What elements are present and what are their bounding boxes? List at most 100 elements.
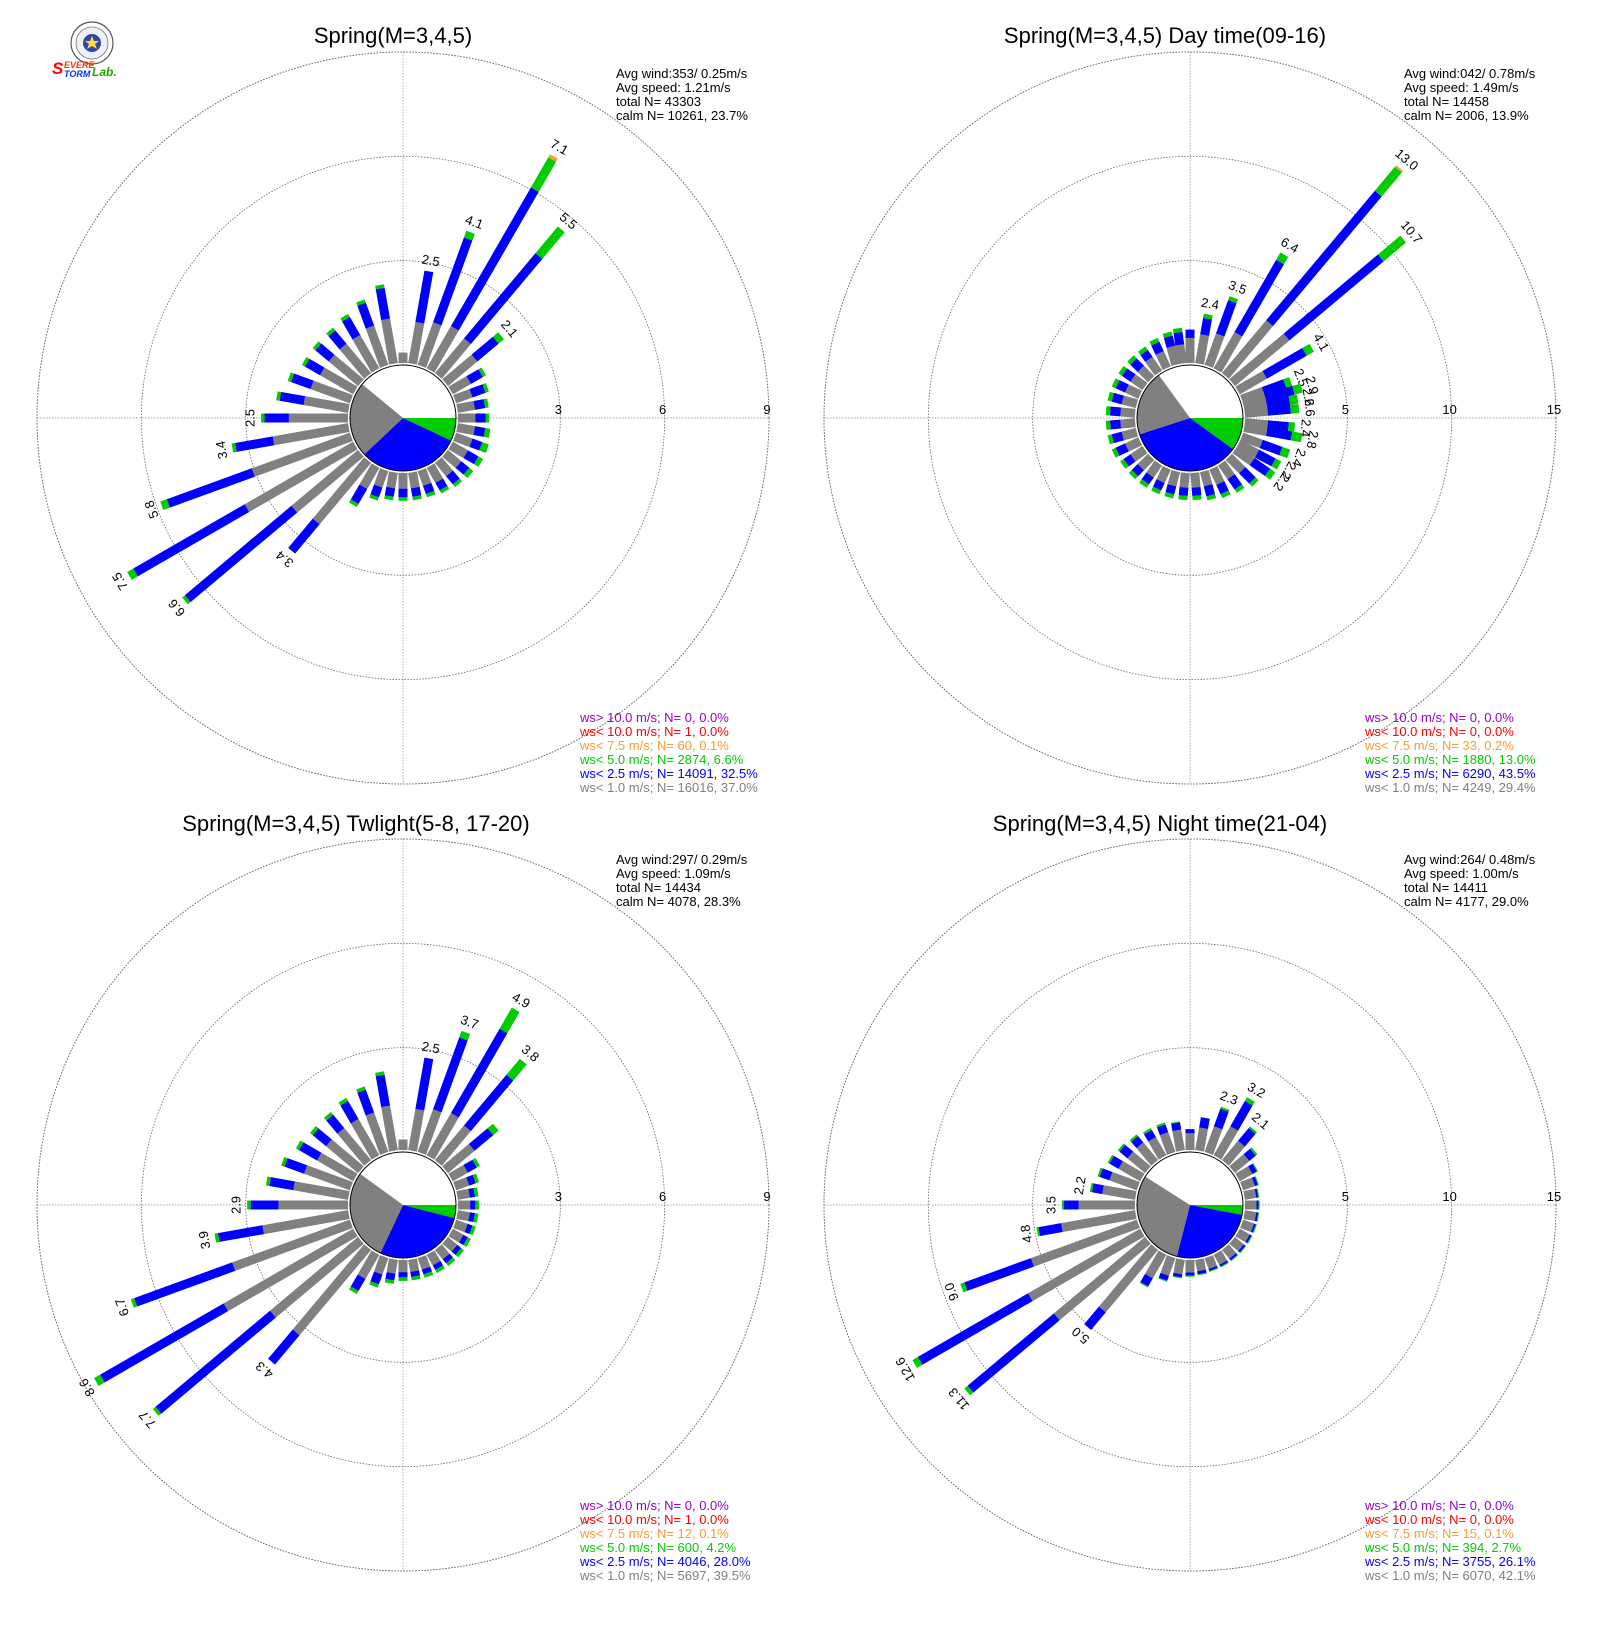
bar-segment-blue bbox=[1213, 1108, 1229, 1130]
bar-segment-blue bbox=[1234, 259, 1284, 337]
legend-entry: ws< 10.0 m/s; N= 1, 0.0% bbox=[579, 1512, 729, 1527]
bar-segment-blue bbox=[357, 302, 375, 329]
bar-segment-gray bbox=[278, 1200, 348, 1210]
bar-segment-green bbox=[1252, 1163, 1258, 1172]
bar-segment-blue bbox=[328, 330, 347, 350]
ring-label: 10 bbox=[1442, 1189, 1456, 1204]
wind-bar: 2.5 bbox=[408, 252, 441, 365]
logo-letter-s: S bbox=[52, 59, 64, 78]
wind-bar bbox=[369, 1255, 389, 1288]
bar-segment-blue bbox=[433, 1037, 468, 1113]
bar-segment-green bbox=[1256, 1212, 1260, 1222]
bar-value-label: 4.8 bbox=[1017, 1224, 1035, 1244]
bar-segment-blue bbox=[458, 1234, 468, 1246]
bar-segment-blue bbox=[415, 270, 434, 324]
bar-segment-blue bbox=[1156, 1124, 1169, 1136]
bar-segment-green bbox=[1129, 1134, 1138, 1142]
bar-segment-gray bbox=[1109, 1171, 1140, 1191]
bar-segment-gray bbox=[1120, 407, 1136, 418]
wind-bar bbox=[434, 1244, 456, 1267]
wind-bar bbox=[408, 471, 422, 501]
chart-title: Spring(M=3,4,5) Night time(21-04) bbox=[993, 811, 1327, 836]
bar-segment-gray bbox=[1028, 1228, 1145, 1302]
bar-segment-blue bbox=[433, 237, 473, 326]
stats-line: Avg speed: 1.09m/s bbox=[616, 866, 731, 881]
bar-segment-gray bbox=[1195, 334, 1210, 365]
bar-segment-green bbox=[478, 367, 487, 378]
calm-slice-blue bbox=[1176, 1205, 1243, 1259]
bar-segment-green bbox=[530, 157, 557, 192]
wind-bar: 2.1 bbox=[442, 317, 521, 387]
bar-value-label: 5.8 bbox=[141, 499, 161, 521]
calm-slice-gray bbox=[350, 1173, 403, 1253]
bar-segment-blue bbox=[398, 488, 408, 498]
bar-segment-blue bbox=[1084, 1306, 1106, 1330]
legend-entry: ws< 1.0 m/s; N= 4249, 29.4% bbox=[1364, 780, 1536, 795]
bar-segment-green bbox=[1118, 366, 1128, 376]
wind-bar bbox=[323, 1112, 372, 1166]
legend-entry: ws< 1.0 m/s; N= 5697, 39.5% bbox=[579, 1568, 751, 1583]
bar-segment-gray bbox=[1120, 418, 1136, 429]
bar-segment-blue bbox=[370, 484, 383, 498]
bar-segment-gray bbox=[1229, 1236, 1244, 1252]
bar-segment-gray bbox=[1061, 1210, 1137, 1233]
wind-bar bbox=[458, 1200, 479, 1210]
bar-segment-blue bbox=[384, 486, 396, 497]
bar-segment-green bbox=[1377, 235, 1407, 262]
wind-bar bbox=[398, 1139, 408, 1150]
bar-segment-green bbox=[483, 427, 491, 438]
bar-segment-blue bbox=[1140, 1273, 1153, 1287]
wind-bar bbox=[1105, 406, 1136, 418]
bar-value-label: 3.5 bbox=[1043, 1196, 1058, 1214]
bar-segment-blue bbox=[304, 358, 325, 376]
bar-segment-gray bbox=[448, 1164, 468, 1182]
calm-slice-gray bbox=[1137, 1176, 1190, 1257]
ring-label: 5 bbox=[1342, 1189, 1349, 1204]
bar-segment-blue bbox=[1064, 1200, 1079, 1210]
bar-segment-green bbox=[1089, 1183, 1094, 1193]
calm-slice-green bbox=[1190, 418, 1243, 450]
bar-segment-blue bbox=[1119, 1144, 1134, 1159]
bar-segment-green bbox=[287, 372, 295, 383]
bar-segment-green bbox=[423, 1271, 434, 1278]
bar-segment-gray bbox=[232, 1219, 353, 1271]
bar-segment-gray bbox=[1240, 1219, 1255, 1232]
wind-bar bbox=[265, 1176, 350, 1200]
bar-segment-gray bbox=[1159, 1132, 1176, 1155]
bar-segment-green bbox=[1276, 252, 1289, 265]
stats-line: calm N= 10261, 23.7% bbox=[616, 108, 748, 123]
bar-segment-gray bbox=[408, 1258, 420, 1272]
stats-line: Avg wind:353/ 0.25m/s bbox=[616, 66, 748, 81]
bar-segment-green bbox=[435, 1265, 445, 1273]
bar-segment-blue bbox=[1165, 484, 1177, 495]
bar-segment-gray bbox=[442, 449, 462, 468]
wind-bar bbox=[1107, 391, 1139, 409]
bar-segment-gray bbox=[381, 318, 398, 365]
legend-entry: ws< 1.0 m/s; N= 6070, 42.1% bbox=[1364, 1568, 1536, 1583]
bar-segment-gray bbox=[374, 1255, 389, 1275]
ring-label: 9 bbox=[763, 402, 770, 417]
bar-segment-blue bbox=[134, 1262, 236, 1307]
bar-segment-green bbox=[475, 1200, 479, 1210]
bar-segment-green bbox=[1209, 1267, 1219, 1272]
bar-segment-blue bbox=[1230, 1100, 1253, 1131]
wind-bar bbox=[1240, 1219, 1257, 1234]
wind-bar bbox=[1217, 460, 1245, 493]
wind-bar bbox=[1170, 1121, 1185, 1152]
legend-entry: ws< 2.5 m/s; N= 3755, 26.1% bbox=[1364, 1554, 1536, 1569]
bar-segment-blue bbox=[1143, 1129, 1156, 1142]
ring-label: 15 bbox=[1547, 1189, 1561, 1204]
legend-entry: ws< 10.0 m/s; N= 1, 0.0% bbox=[579, 724, 729, 739]
wind-bar bbox=[1185, 329, 1195, 363]
bar-segment-blue bbox=[235, 436, 275, 452]
stats-line: total N= 14434 bbox=[616, 880, 701, 895]
bar-segment-green bbox=[1138, 346, 1148, 356]
bar-value-label: 3.7 bbox=[459, 1012, 481, 1032]
bar-segment-green bbox=[384, 1278, 395, 1284]
bar-segment-green bbox=[1271, 458, 1282, 470]
logo-star-icon bbox=[85, 36, 99, 49]
bar-segment-blue bbox=[471, 336, 499, 362]
calm-slice-blue bbox=[380, 1205, 455, 1258]
bar-segment-gray bbox=[365, 1112, 389, 1155]
wind-bar bbox=[326, 327, 372, 379]
